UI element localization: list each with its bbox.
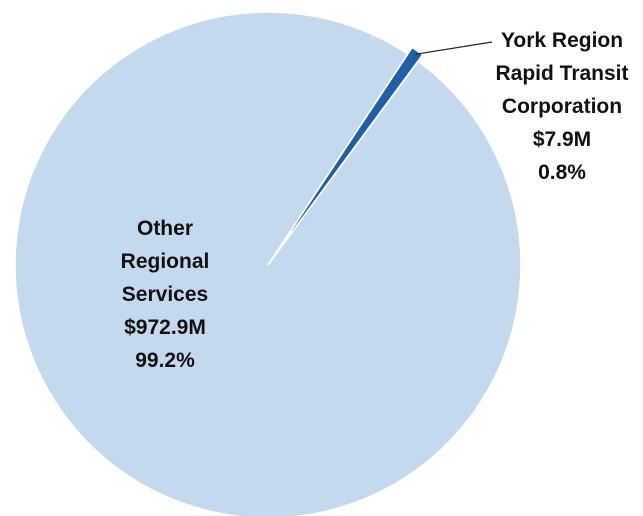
amount-label: $972.9M — [124, 316, 206, 339]
amount-label: $7.9M — [532, 128, 592, 151]
pie-slice — [271, 46, 424, 259]
leader-line — [415, 41, 493, 55]
slice-label: Other Regional Services $972.9M 99.2% — [105, 212, 225, 377]
category-label: Other Regional Services — [120, 217, 210, 306]
slice-label: York Region Rapid Transit Corporation $7… — [478, 24, 643, 189]
value-label: 0.8% — [538, 161, 586, 184]
category-label: York Region Rapid Transit Corporation — [495, 29, 629, 118]
value-label: 99.2% — [135, 349, 195, 372]
pie-slice — [14, 11, 522, 516]
